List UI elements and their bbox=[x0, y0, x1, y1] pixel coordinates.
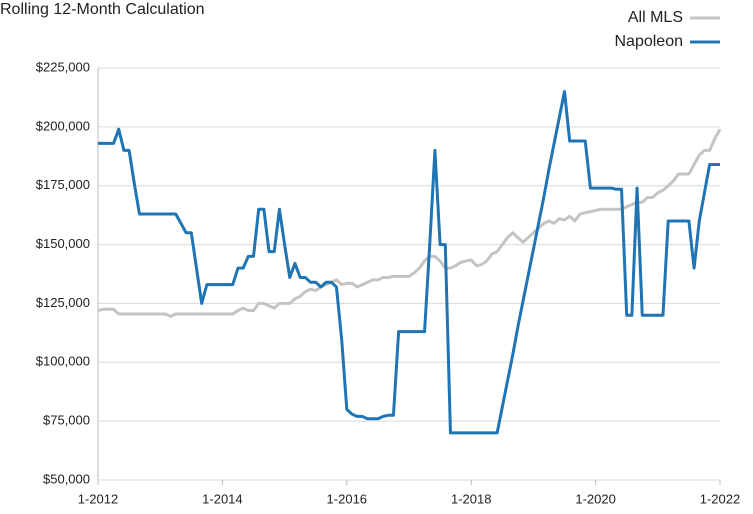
y-tick-label: $225,000 bbox=[36, 59, 90, 74]
y-tick-label: $75,000 bbox=[43, 413, 90, 428]
y-tick-label: $125,000 bbox=[36, 295, 90, 310]
y-tick-label: $175,000 bbox=[36, 177, 90, 192]
x-tick-label: 1-2022 bbox=[700, 491, 740, 506]
x-tick-label: 1-2016 bbox=[327, 491, 367, 506]
chart-title: Rolling 12-Month Calculation bbox=[0, 1, 205, 18]
y-tick-label: $150,000 bbox=[36, 236, 90, 251]
x-tick-label: 1-2018 bbox=[451, 491, 491, 506]
x-tick-label: 1-2014 bbox=[202, 491, 242, 506]
x-tick-label: 1-2012 bbox=[78, 491, 118, 506]
line-series bbox=[98, 90, 720, 435]
legend-label: Napoleon bbox=[615, 33, 684, 50]
y-tick-label: $200,000 bbox=[36, 118, 90, 133]
line-series bbox=[97, 128, 722, 318]
x-tick-label: 1-2020 bbox=[575, 491, 615, 506]
y-tick-label: $50,000 bbox=[43, 471, 90, 486]
legend-label: All MLS bbox=[628, 9, 683, 26]
y-tick-label: $100,000 bbox=[36, 354, 90, 369]
